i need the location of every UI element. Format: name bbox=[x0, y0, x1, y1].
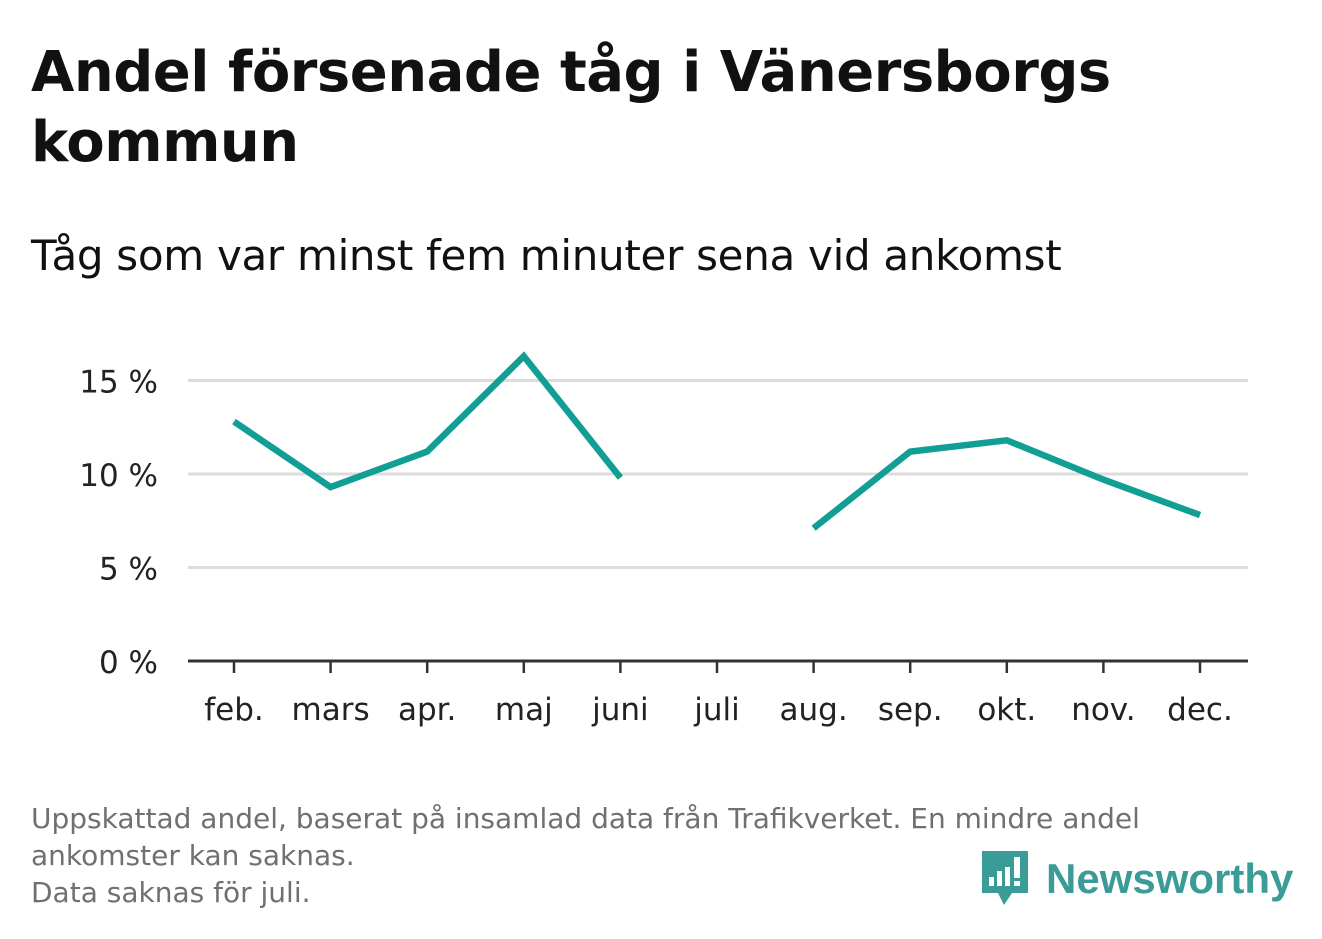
x-tick-label: maj bbox=[495, 692, 553, 728]
chart-subtitle: Tåg som var minst fem minuter sena vid a… bbox=[31, 231, 1062, 280]
x-tick-label: juli bbox=[693, 692, 740, 728]
y-axis-tick-labels: 0 % 5 % 10 % 15 % bbox=[79, 365, 158, 682]
footer-note-missing: Data saknas för juli. bbox=[31, 876, 311, 909]
series-line-segment bbox=[811, 436, 1202, 531]
series-lines bbox=[232, 351, 1202, 531]
newsworthy-logo-icon bbox=[982, 851, 1028, 905]
x-tick-label: mars bbox=[292, 692, 370, 728]
newsworthy-logo: Newsworthy bbox=[980, 848, 1293, 910]
footer-notes: Uppskattad andel, baserat på insamlad da… bbox=[31, 800, 1281, 911]
y-tick-label: 10 % bbox=[79, 458, 158, 494]
y-tick-label: 0 % bbox=[99, 645, 158, 681]
series-line-segment bbox=[232, 351, 623, 491]
y-tick-label: 5 % bbox=[99, 552, 158, 588]
x-tick-label: feb. bbox=[204, 692, 264, 728]
x-tick-label: aug. bbox=[780, 692, 848, 728]
x-tick-label: nov. bbox=[1071, 692, 1135, 728]
y-tick-label: 15 % bbox=[79, 365, 158, 401]
x-tick-label: dec. bbox=[1167, 692, 1233, 728]
newsworthy-logo-text: Newsworthy bbox=[1046, 855, 1294, 902]
footer-note-source: Uppskattad andel, baserat på insamlad da… bbox=[31, 802, 1140, 872]
x-tick-label: juni bbox=[591, 692, 649, 728]
x-axis bbox=[188, 659, 1248, 673]
x-tick-label: okt. bbox=[977, 692, 1036, 728]
x-axis-tick-labels: feb. mars apr. maj juni juli aug. sep. okt. nov. d… bbox=[204, 692, 1233, 728]
x-tick-label: apr. bbox=[398, 692, 456, 728]
chart-title: Andel försenade tåg i Vänersborgs kommun bbox=[31, 40, 1111, 175]
x-tick-label: sep. bbox=[878, 692, 943, 728]
